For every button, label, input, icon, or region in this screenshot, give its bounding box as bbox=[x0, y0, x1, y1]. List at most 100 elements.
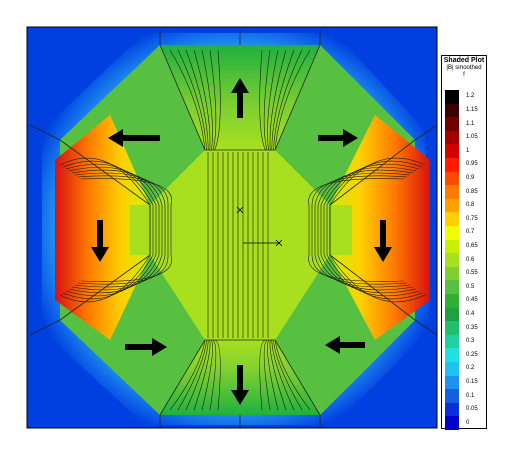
legend-tick-label: 0.6 bbox=[466, 256, 475, 263]
contour-line bbox=[169, 49, 206, 151]
contour-line bbox=[77, 175, 169, 285]
arrow-right-bottom-icon bbox=[125, 338, 167, 356]
contour-line bbox=[209, 49, 217, 151]
region-boundaries bbox=[29, 30, 438, 428]
legend-tick-label: 0.05 bbox=[466, 406, 478, 413]
center-markers bbox=[236, 206, 283, 247]
contour-line bbox=[267, 339, 279, 411]
contour-line bbox=[209, 339, 217, 411]
contour-line bbox=[263, 49, 271, 151]
legend-swatch bbox=[445, 239, 459, 254]
arrow-right-icon bbox=[318, 129, 358, 147]
legend-tick-label: 0.5 bbox=[466, 283, 475, 290]
contour-line bbox=[326, 160, 423, 300]
contour-line bbox=[259, 49, 266, 151]
legend-tick-label: 0 bbox=[466, 419, 470, 426]
arrow-left-bottom-icon bbox=[325, 336, 365, 354]
contour-line bbox=[320, 166, 417, 294]
legend-tick-label: 0.65 bbox=[466, 242, 478, 249]
contour-line bbox=[201, 339, 213, 411]
legend-swatch bbox=[445, 144, 459, 159]
contour-line bbox=[273, 339, 303, 411]
legend-tick-label: 1.2 bbox=[466, 93, 475, 100]
contour-line bbox=[214, 339, 221, 411]
plot-frame bbox=[26, 26, 438, 429]
legend-tick-label: 1.15 bbox=[466, 106, 478, 113]
arrow-down-right-icon bbox=[374, 220, 392, 262]
contour-line bbox=[311, 175, 408, 285]
legend-tick-label: 0.15 bbox=[466, 378, 478, 385]
legend-variable: f bbox=[463, 72, 465, 78]
legend-swatch bbox=[445, 103, 459, 118]
contour-line bbox=[259, 339, 266, 411]
contour-line bbox=[65, 163, 157, 297]
legend-swatch bbox=[445, 334, 459, 349]
contour-line bbox=[323, 163, 420, 297]
legend-tick-label: 0.95 bbox=[466, 161, 478, 168]
notch-left bbox=[130, 205, 155, 255]
contour-line bbox=[314, 172, 411, 288]
legend-swatch bbox=[445, 375, 459, 390]
legend-tick-label: 0.8 bbox=[466, 202, 475, 209]
legend-swatch bbox=[445, 171, 459, 186]
arrow-up-icon bbox=[231, 78, 249, 118]
legend-swatch bbox=[445, 402, 459, 417]
legend-swatch bbox=[445, 307, 459, 322]
legend-panel: Shaded Plot |B| smoothed f 1.2 1.15 1.1 1.0… bbox=[441, 55, 487, 431]
contour-line bbox=[214, 49, 221, 151]
legend-swatch bbox=[445, 90, 459, 105]
legend-color-bar bbox=[445, 90, 459, 431]
center-octagon bbox=[150, 150, 330, 340]
legend-swatch bbox=[445, 389, 459, 404]
legend-swatch bbox=[445, 280, 459, 295]
legend-tick-label: 0.2 bbox=[466, 365, 475, 372]
contour-line bbox=[317, 169, 414, 291]
legend-title: Shaded Plot bbox=[443, 57, 485, 64]
legend-tick-label: 1 bbox=[466, 147, 470, 154]
contour-line bbox=[169, 339, 206, 411]
contour-line bbox=[74, 172, 166, 288]
contour-line bbox=[269, 339, 287, 411]
legend-tick-label: 0.35 bbox=[466, 324, 478, 331]
contour-line bbox=[185, 339, 209, 411]
notch-right bbox=[328, 205, 352, 255]
legend-swatch bbox=[445, 253, 459, 268]
contour-line bbox=[177, 339, 207, 411]
legend-swatch bbox=[445, 266, 459, 281]
contour-line bbox=[62, 160, 154, 300]
legend-swatch bbox=[445, 416, 459, 431]
contour-line bbox=[274, 339, 311, 411]
contour-line bbox=[193, 49, 211, 151]
legend-tick-label: 0.75 bbox=[466, 215, 478, 222]
contour-line bbox=[308, 178, 405, 282]
legend-swatch bbox=[445, 198, 459, 213]
arrow-down-icon bbox=[231, 365, 249, 405]
legend-swatch bbox=[445, 348, 459, 363]
legend-tick-label: 0.9 bbox=[466, 174, 475, 181]
contour-line bbox=[273, 49, 303, 151]
contour-lines bbox=[59, 49, 426, 411]
legend-tick-label: 0.7 bbox=[466, 229, 475, 236]
contour-line bbox=[271, 339, 295, 411]
legend-subtitle: |B| smoothed bbox=[446, 65, 482, 71]
legend-swatch bbox=[445, 130, 459, 145]
contour-line bbox=[71, 169, 163, 291]
legend-tick-label: 1.05 bbox=[466, 134, 478, 141]
contour-line bbox=[68, 166, 160, 294]
contour-line bbox=[201, 49, 213, 151]
contour-line bbox=[263, 339, 271, 411]
legend-swatch bbox=[445, 321, 459, 336]
legend-swatch bbox=[445, 117, 459, 132]
legend-tick-label: 1.1 bbox=[466, 120, 475, 127]
contour-line bbox=[267, 49, 279, 151]
legend-swatch bbox=[445, 362, 459, 377]
legend-tick-label: 0.45 bbox=[466, 297, 478, 304]
legend-tick-label: 0.25 bbox=[466, 351, 478, 358]
legend-swatch bbox=[445, 212, 459, 227]
legend-swatch bbox=[445, 226, 459, 241]
legend-tick-label: 0.4 bbox=[466, 310, 475, 317]
contour-line bbox=[193, 339, 211, 411]
contour-line bbox=[80, 178, 173, 282]
contour-line bbox=[269, 49, 287, 151]
